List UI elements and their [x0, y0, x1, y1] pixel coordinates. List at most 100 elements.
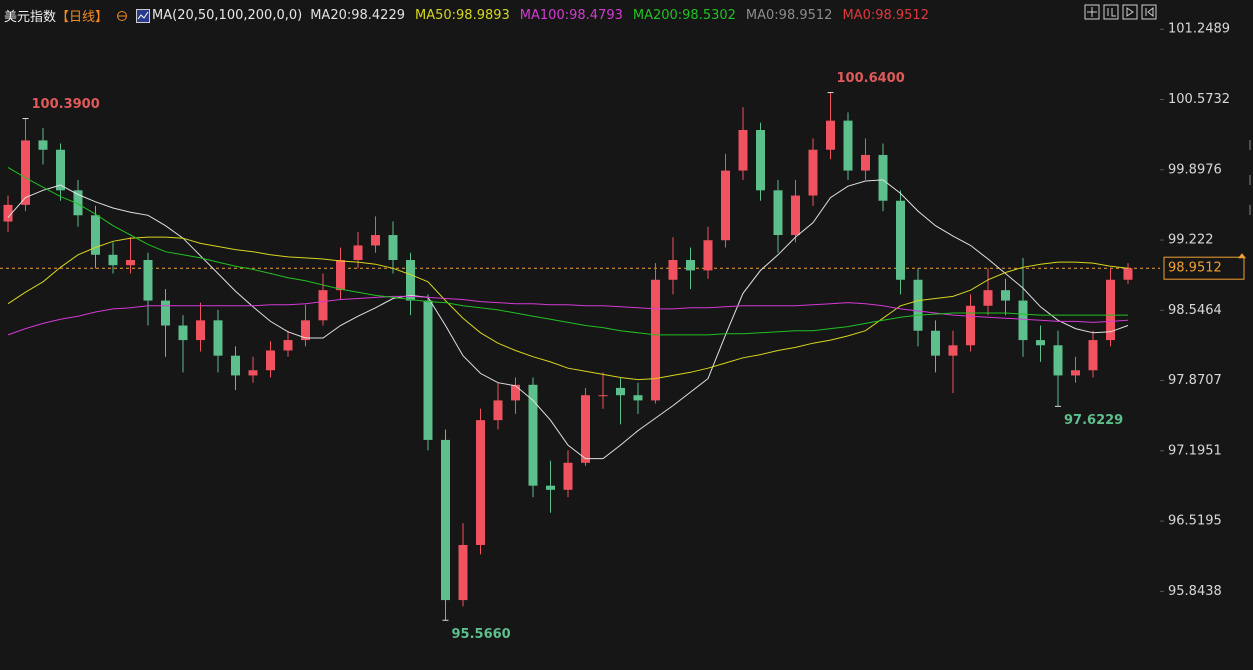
candle-body [1106, 279, 1115, 341]
candle-body [353, 245, 363, 260]
legend-entry: MA20:98.4229 [310, 8, 405, 23]
y-tick-label: 101.2489 [1168, 22, 1230, 37]
candle-body [73, 190, 83, 216]
candle-body [3, 204, 13, 222]
candle-body [598, 395, 608, 397]
candle-body [301, 320, 310, 341]
y-tick-label: 100.5732 [1168, 92, 1230, 107]
ma-line [7, 166, 1128, 336]
icon[interactable] [1084, 4, 1100, 20]
candle-body [668, 260, 678, 280]
candle-body [388, 235, 398, 260]
candle-body [826, 120, 835, 150]
candle-body [458, 544, 468, 601]
legend-entry: MA0:98.9512 [842, 8, 929, 23]
ma-line [7, 179, 1129, 460]
candle-body [773, 190, 783, 236]
candle-body [406, 260, 415, 301]
candle-body [283, 340, 293, 351]
legend: MA20:98.4229 MA50:98.9893 MA100:98.4793 MA2… [310, 8, 929, 23]
icon[interactable] [1141, 4, 1157, 20]
candle-body [371, 235, 380, 246]
legend-entry: MA200:98.5302 [632, 8, 736, 23]
candles [3, 92, 1133, 621]
candle-body [231, 355, 240, 376]
candle-body [1123, 268, 1133, 280]
icon [1126, 7, 1134, 17]
candle-body [441, 439, 450, 601]
candle-body [1053, 345, 1063, 376]
toolbar-icons [1084, 4, 1157, 20]
extreme-label: 100.3900 [32, 97, 100, 112]
y-tick-label: 98.5464 [1168, 303, 1222, 318]
ma-icon[interactable] [136, 8, 151, 23]
candle-body [1001, 290, 1010, 301]
candle-body [808, 149, 818, 196]
extreme-label: 100.6400 [837, 71, 905, 86]
candle-body [546, 485, 555, 490]
candle-body [178, 325, 188, 341]
y-tick-label: 99.222 [1168, 233, 1214, 248]
candle-body [1018, 300, 1028, 341]
icon [1087, 7, 1097, 17]
candle-body [1071, 370, 1080, 376]
candle-body [651, 279, 660, 401]
period[interactable]: 【日线】 [56, 10, 109, 25]
last-price-arrow [1238, 253, 1246, 259]
ma-line [7, 236, 1129, 381]
ma-line [7, 295, 1129, 336]
candle-body [423, 300, 433, 440]
candle-body [528, 384, 538, 486]
candle-body [616, 387, 625, 396]
header: 美元指数 【日线】 MA(20,50,100,200,0,0) MA20:98.… [4, 6, 929, 25]
y-tick-label: 95.8438 [1168, 584, 1222, 599]
candle-body [1088, 340, 1098, 371]
candle-body [266, 350, 275, 371]
icon[interactable] [1103, 4, 1119, 20]
candle-body [686, 260, 695, 271]
candle-body [948, 345, 958, 356]
candle-body [143, 260, 153, 301]
candle-body [721, 170, 730, 241]
y-tick-label: 97.1951 [1168, 443, 1222, 458]
candle-body [126, 260, 135, 266]
title: 美元指数 [4, 10, 57, 25]
candle-body [738, 130, 748, 171]
candle-body [213, 320, 223, 356]
last-price-label: 98.9512 [1168, 261, 1222, 276]
candle-body [896, 200, 905, 280]
icon[interactable] [1122, 4, 1138, 20]
candle-body [493, 400, 503, 421]
candle-body [791, 195, 800, 236]
candle-body [248, 370, 258, 376]
candle-body [56, 149, 65, 191]
candle-body [931, 330, 940, 356]
legend-entry: MA0:98.9512 [745, 8, 833, 23]
candle-body [91, 215, 100, 255]
candle-body [703, 240, 713, 271]
candle-body [563, 462, 573, 490]
y-tick-label: 96.5195 [1168, 514, 1222, 529]
settings-icon[interactable] [116, 10, 128, 22]
icon [1145, 6, 1154, 18]
legend-entry: MA50:98.9893 [415, 8, 510, 23]
extreme-label: 97.6229 [1064, 413, 1123, 428]
candle-body [161, 300, 170, 326]
candle-body [913, 279, 923, 331]
candle-body [843, 120, 853, 171]
candle-body [1036, 340, 1045, 346]
candle-body [21, 140, 30, 205]
candle-body [861, 154, 870, 171]
icon [1107, 8, 1116, 17]
candle-body [318, 290, 328, 321]
candle-body [196, 320, 205, 341]
candle-body [581, 395, 590, 463]
candle-body [108, 254, 118, 266]
indicator: MA(20,50,100,200,0,0) [152, 8, 303, 23]
extreme-label: 95.5660 [452, 627, 511, 642]
candle-body [633, 395, 643, 401]
candle-body [476, 420, 485, 545]
candle-body [336, 260, 345, 291]
